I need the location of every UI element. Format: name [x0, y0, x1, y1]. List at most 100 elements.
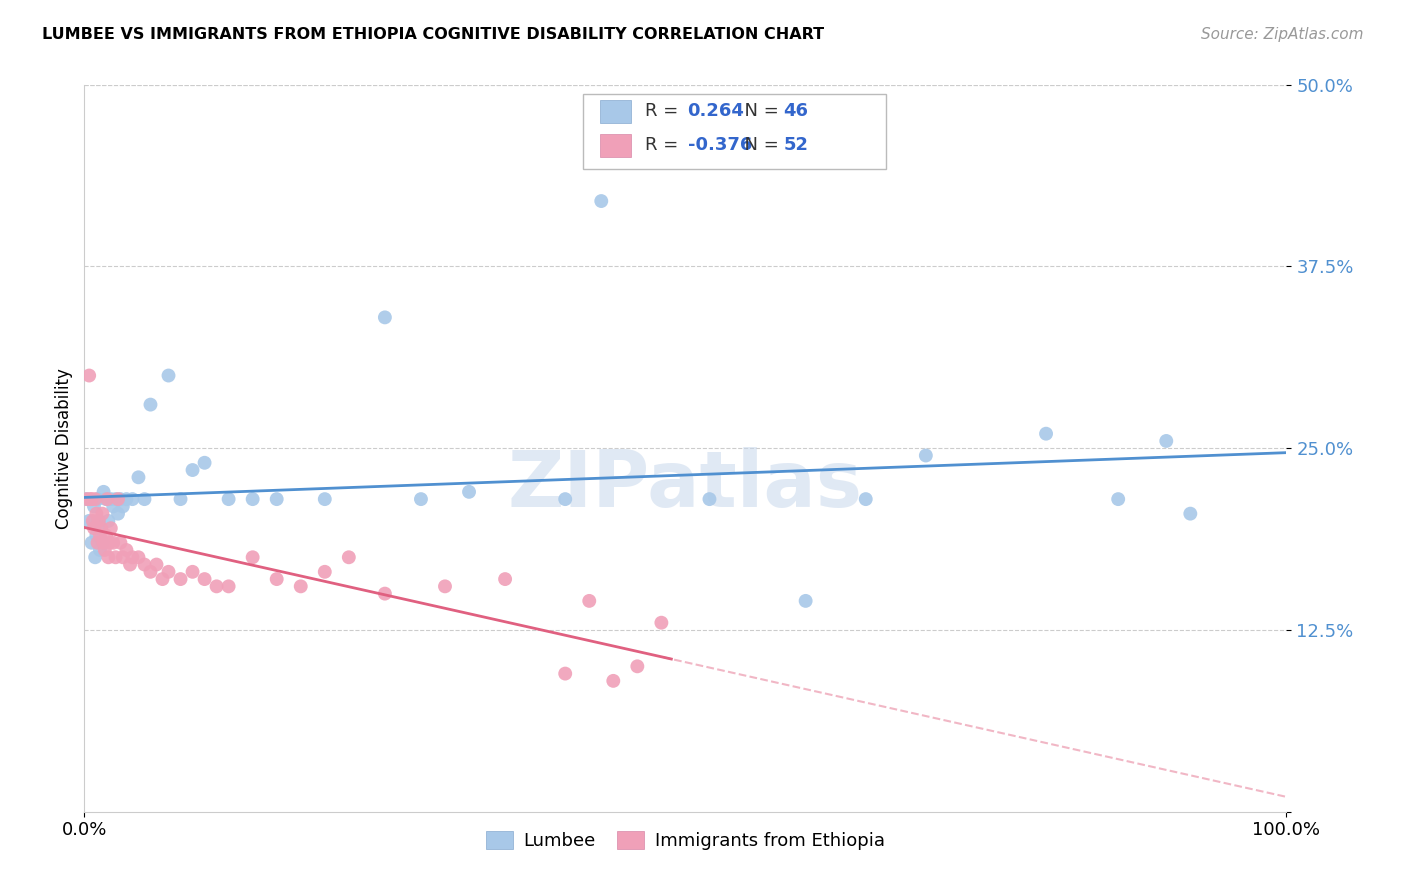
Point: [89, 543, 111, 558]
Point: [409, 492, 432, 507]
Point: [107, 507, 129, 521]
Text: LUMBEE VS IMMIGRANTS FROM ETHIOPIA COGNITIVE DISABILITY CORRELATION CHART: LUMBEE VS IMMIGRANTS FROM ETHIOPIA COGNI…: [42, 27, 824, 42]
Point: [134, 492, 156, 507]
Point: [242, 492, 264, 507]
Text: N =: N =: [733, 136, 785, 154]
Text: R =: R =: [645, 136, 685, 154]
Text: -0.376: -0.376: [688, 136, 752, 154]
Point: [374, 310, 396, 325]
Point: [554, 492, 576, 507]
Point: [855, 492, 877, 507]
Point: [100, 492, 122, 507]
Point: [104, 492, 127, 507]
Point: [94, 528, 117, 542]
Point: [374, 587, 396, 601]
Point: [650, 615, 672, 630]
Point: [79, 492, 101, 507]
Point: [86, 535, 108, 549]
Point: [314, 492, 336, 507]
Point: [218, 579, 240, 593]
Point: [111, 500, 134, 514]
Point: [93, 484, 115, 499]
Point: [111, 550, 134, 565]
Point: [181, 463, 204, 477]
Point: [1107, 492, 1129, 507]
Point: [84, 550, 107, 565]
Point: [100, 521, 122, 535]
Point: [87, 514, 110, 528]
Point: [290, 579, 312, 593]
Point: [110, 535, 132, 549]
Point: [86, 492, 108, 507]
Point: [242, 550, 264, 565]
Point: [115, 492, 138, 507]
Point: [169, 572, 191, 586]
Point: [337, 550, 360, 565]
Point: [82, 514, 104, 528]
Point: [194, 456, 217, 470]
Point: [77, 514, 100, 528]
Point: [121, 492, 143, 507]
Point: [87, 514, 110, 528]
Point: [96, 492, 118, 507]
Point: [77, 368, 100, 383]
Point: [91, 535, 114, 549]
Point: [157, 565, 180, 579]
Point: [578, 594, 600, 608]
Point: [602, 673, 624, 688]
Point: [266, 572, 288, 586]
Text: R =: R =: [645, 103, 685, 120]
Point: [181, 565, 204, 579]
Point: [1180, 507, 1202, 521]
Text: 52: 52: [783, 136, 808, 154]
Point: [93, 535, 115, 549]
Point: [91, 507, 114, 521]
Text: 0.264: 0.264: [688, 103, 744, 120]
Point: [115, 543, 138, 558]
Point: [76, 492, 98, 507]
Point: [84, 492, 107, 507]
Point: [90, 521, 112, 535]
Point: [458, 484, 481, 499]
Point: [107, 492, 129, 507]
Point: [83, 521, 105, 535]
Point: [80, 535, 103, 549]
Point: [554, 666, 576, 681]
Point: [127, 550, 149, 565]
Point: [626, 659, 648, 673]
Point: [915, 449, 938, 463]
Point: [121, 550, 143, 565]
Point: [86, 528, 108, 542]
Text: Source: ZipAtlas.com: Source: ZipAtlas.com: [1201, 27, 1364, 42]
Point: [266, 492, 288, 507]
Point: [80, 492, 103, 507]
Point: [98, 535, 121, 549]
Point: [794, 594, 817, 608]
Point: [76, 492, 98, 507]
Point: [103, 500, 125, 514]
Text: 46: 46: [783, 103, 808, 120]
Point: [90, 521, 112, 535]
Point: [157, 368, 180, 383]
Point: [89, 528, 111, 542]
Point: [205, 579, 228, 593]
Point: [83, 500, 105, 514]
Point: [699, 492, 721, 507]
Point: [591, 194, 613, 208]
Point: [1035, 426, 1057, 441]
Point: [169, 492, 191, 507]
Point: [194, 572, 217, 586]
Point: [103, 535, 125, 549]
Legend: Lumbee, Immigrants from Ethiopia: Lumbee, Immigrants from Ethiopia: [478, 823, 893, 857]
Point: [104, 550, 127, 565]
Point: [494, 572, 516, 586]
Point: [145, 558, 167, 572]
Point: [97, 550, 120, 565]
Point: [127, 470, 149, 484]
Point: [218, 492, 240, 507]
Point: [94, 492, 117, 507]
Point: [1156, 434, 1178, 448]
Point: [434, 579, 457, 593]
Point: [86, 507, 108, 521]
Point: [314, 565, 336, 579]
